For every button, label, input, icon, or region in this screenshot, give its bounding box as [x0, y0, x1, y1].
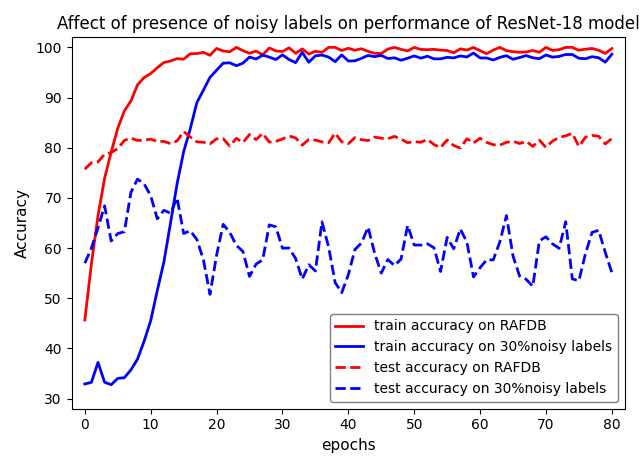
- Title: Affect of presence of noisy labels on performance of ResNet-18 model: Affect of presence of noisy labels on pe…: [57, 15, 640, 33]
- test accuracy on 30%noisy labels: [134, 176, 141, 182]
- Line: test accuracy on 30%noisy labels: test accuracy on 30%noisy labels: [85, 179, 612, 294]
- train accuracy on 30%noisy labels: [522, 53, 530, 58]
- test accuracy on RAFDB: [542, 145, 550, 150]
- train accuracy on RAFDB: [476, 48, 484, 53]
- test accuracy on RAFDB: [516, 141, 524, 146]
- test accuracy on RAFDB: [378, 135, 385, 141]
- train accuracy on 30%noisy labels: [608, 51, 616, 57]
- train accuracy on RAFDB: [608, 46, 616, 51]
- Legend: train accuracy on RAFDB, train accuracy on 30%noisy labels, test accuracy on RAF: train accuracy on RAFDB, train accuracy …: [330, 314, 618, 402]
- test accuracy on 30%noisy labels: [568, 276, 576, 282]
- test accuracy on RAFDB: [81, 167, 89, 172]
- test accuracy on 30%noisy labels: [424, 241, 431, 247]
- train accuracy on 30%noisy labels: [568, 52, 576, 58]
- test accuracy on RAFDB: [180, 129, 188, 134]
- train accuracy on RAFDB: [232, 44, 240, 50]
- train accuracy on 30%noisy labels: [384, 56, 392, 61]
- test accuracy on 30%noisy labels: [81, 260, 89, 266]
- test accuracy on RAFDB: [476, 135, 484, 141]
- train accuracy on 30%noisy labels: [298, 50, 306, 55]
- Y-axis label: Accuracy: Accuracy: [15, 188, 30, 258]
- train accuracy on 30%noisy labels: [81, 381, 89, 387]
- test accuracy on 30%noisy labels: [522, 277, 530, 282]
- Line: test accuracy on RAFDB: test accuracy on RAFDB: [85, 132, 612, 169]
- test accuracy on 30%noisy labels: [384, 257, 392, 263]
- train accuracy on RAFDB: [516, 50, 524, 55]
- Line: train accuracy on 30%noisy labels: train accuracy on 30%noisy labels: [85, 52, 612, 385]
- Line: train accuracy on RAFDB: train accuracy on RAFDB: [85, 47, 612, 320]
- train accuracy on RAFDB: [417, 47, 424, 52]
- train accuracy on 30%noisy labels: [548, 54, 556, 60]
- test accuracy on RAFDB: [417, 139, 424, 145]
- train accuracy on 30%noisy labels: [108, 382, 115, 388]
- test accuracy on 30%noisy labels: [206, 292, 214, 297]
- test accuracy on 30%noisy labels: [483, 257, 490, 263]
- train accuracy on 30%noisy labels: [424, 53, 431, 59]
- train accuracy on RAFDB: [378, 51, 385, 56]
- train accuracy on 30%noisy labels: [483, 55, 490, 61]
- train accuracy on RAFDB: [562, 44, 570, 50]
- test accuracy on 30%noisy labels: [608, 270, 616, 275]
- test accuracy on RAFDB: [562, 133, 570, 139]
- test accuracy on RAFDB: [608, 136, 616, 141]
- test accuracy on 30%noisy labels: [548, 241, 556, 247]
- train accuracy on RAFDB: [81, 317, 89, 323]
- X-axis label: epochs: epochs: [321, 438, 376, 453]
- train accuracy on RAFDB: [542, 44, 550, 50]
